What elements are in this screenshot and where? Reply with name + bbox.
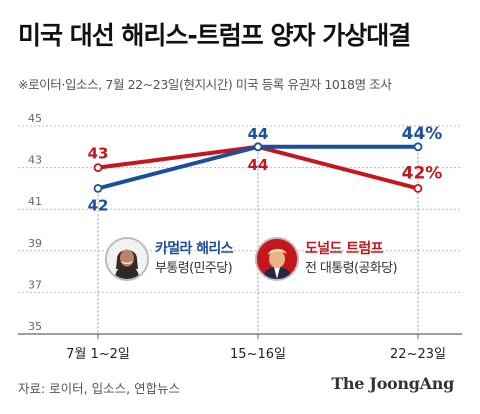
data-label-trump: 42% (402, 163, 443, 183)
data-point-trump (93, 163, 103, 173)
y-tick-label: 43 (28, 154, 42, 167)
trump-photo (255, 237, 299, 281)
harris-party: 부통령(민주당) (155, 261, 233, 276)
x-tick-label: 7월 1~2일 (66, 347, 130, 362)
trump-name: 도널드 트럼프 (305, 241, 384, 257)
harris-name: 카멀라 해리스 (155, 241, 234, 257)
data-point-trump (413, 183, 423, 193)
harris-photo (105, 237, 149, 281)
data-point-harris (413, 142, 423, 152)
chart-subtitle: ※로이터·입소스, 7월 22~23일(현지시간) 미국 등록 유권자 1018… (18, 77, 392, 92)
y-tick-label: 45 (28, 112, 42, 125)
data-label-harris: 44% (402, 124, 443, 144)
data-point-harris (93, 183, 103, 193)
data-label-trump: 44 (248, 156, 269, 174)
trump-party: 전 대통령(공화당) (305, 261, 398, 276)
source-note: 자료: 로이터, 입소스, 연합뉴스 (18, 381, 181, 396)
data-label-harris: 44 (248, 125, 269, 143)
y-tick-label: 41 (28, 195, 42, 208)
harris-legend: 카멀라 해리스 부통령(민주당) (105, 237, 234, 281)
x-tick-label: 22~23일 (390, 347, 446, 362)
data-label-harris: 42 (88, 196, 109, 214)
data-point-harris (253, 142, 263, 152)
data-label-trump: 43 (88, 145, 109, 163)
y-tick-label: 35 (28, 320, 42, 333)
publisher-logo: The JoongAng (331, 374, 454, 393)
y-tick-label: 37 (28, 278, 42, 291)
y-tick-label: 39 (28, 237, 42, 250)
chart-title: 미국 대선 해리스-트럼프 양자 가상대결 (18, 21, 411, 50)
x-tick-label: 15~16일 (230, 347, 286, 362)
trump-legend: 도널드 트럼프 전 대통령(공화당) (255, 237, 398, 281)
